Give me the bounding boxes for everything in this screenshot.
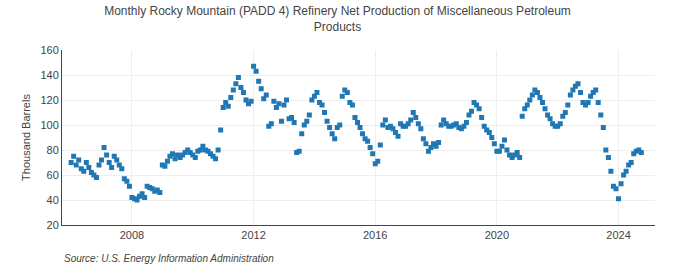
svg-text:2020: 2020 [485,229,509,241]
svg-text:60: 60 [47,169,59,181]
svg-text:2008: 2008 [120,229,144,241]
svg-text:2012: 2012 [241,229,265,241]
svg-text:140: 140 [40,69,58,81]
svg-text:80: 80 [47,144,59,156]
svg-text:2016: 2016 [363,229,387,241]
svg-text:20: 20 [47,219,59,231]
svg-text:2024: 2024 [606,229,630,241]
svg-text:Thousand Barrels: Thousand Barrels [20,94,32,181]
svg-text:40: 40 [47,194,59,206]
svg-text:100: 100 [40,119,58,131]
svg-text:Monthly Rocky Mountain (PADD 4: Monthly Rocky Mountain (PADD 4) Refinery… [104,4,571,34]
svg-text:120: 120 [40,94,58,106]
svg-text:Source: U.S. Energy Informatio: Source: U.S. Energy Information Administ… [64,253,274,264]
svg-text:160: 160 [40,44,58,56]
